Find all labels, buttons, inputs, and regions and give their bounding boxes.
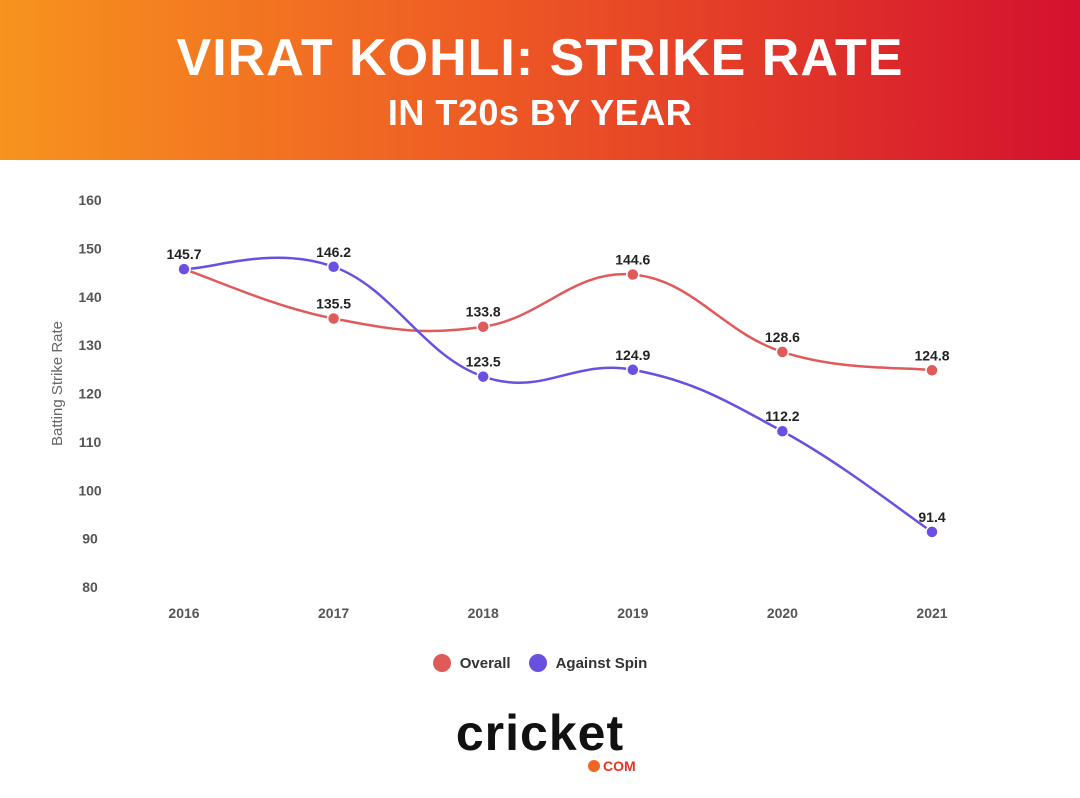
data-point-against-spin [177,262,191,276]
legend-swatch-against-spin [528,654,547,672]
legend-swatch-overall [432,654,451,672]
data-label-overall: 133.8 [466,304,501,320]
y-tick-label: 160 [78,192,102,208]
brand-domain: COM [588,758,636,774]
data-label-against-spin: 91.4 [918,509,945,525]
x-tick-label: 2021 [916,605,947,621]
brand-logo-text: CRICKET [455,705,625,761]
data-label-against-spin: 146.2 [316,244,351,260]
chart-title: VIRAT KOHLI: STRIKE RATE [176,29,904,87]
series-line-against-spin [183,256,933,533]
y-tick-label: 110 [79,434,102,450]
legend-label-against-spin: Against Spin [555,654,648,672]
data-point-overall [326,311,341,326]
legend-item-against-spin[interactable]: Against Spin [528,654,648,672]
x-tick-label: 2019 [617,605,648,621]
y-tick-label: 90 [82,531,98,547]
data-point-against-spin [775,424,790,438]
chart-subtitle: IN T20s BY YEAR [387,92,693,133]
legend: Overall Against Spin [0,654,1080,672]
y-tick-label: 80 [82,579,98,595]
y-tick-label: 140 [78,289,102,305]
x-tick-label: 2016 [168,605,199,621]
data-label-against-spin: 123.5 [466,354,501,370]
x-tick-label: 2018 [468,605,499,621]
y-tick-label: 150 [78,240,102,256]
ball-icon [588,760,600,772]
brand-domain-text: COM [603,758,636,774]
data-point-against-spin [626,363,640,377]
y-tick-label: 130 [78,337,102,353]
data-label-overall: 128.6 [765,329,800,345]
data-point-overall [775,345,790,359]
data-label-overall: 124.8 [914,347,949,363]
x-tick-label: 2017 [318,605,349,621]
data-label-against-spin: 112.2 [765,408,799,424]
data-point-overall [626,267,640,282]
line-chart: 80 90 100 110 120 130 140 150 160 2016 2017 2018 201… [49,192,950,621]
x-tick-label: 2020 [767,605,798,621]
y-tick-label: 120 [78,386,102,402]
legend-item-overall[interactable]: Overall [432,654,511,672]
header-banner: VIRAT KOHLI: STRIKE RATE IN T20s BY YEAR [0,0,1080,160]
data-point-against-spin [925,525,939,539]
data-point-against-spin [326,260,341,274]
data-label-overall: 135.5 [316,296,351,312]
data-point-overall [476,319,490,334]
data-label-against-spin: 124.9 [615,347,650,363]
data-point-against-spin [476,369,490,384]
data-label-overall: 145.7 [166,246,201,262]
data-label-overall: 144.6 [615,251,650,267]
legend-label-overall: Overall [459,654,511,672]
data-point-overall [925,363,939,378]
y-axis-label: Batting Strike Rate [49,321,66,446]
series-line-overall [183,267,933,372]
brand-logo: CRICKET COM [0,705,1080,774]
y-tick-label: 100 [78,482,102,498]
